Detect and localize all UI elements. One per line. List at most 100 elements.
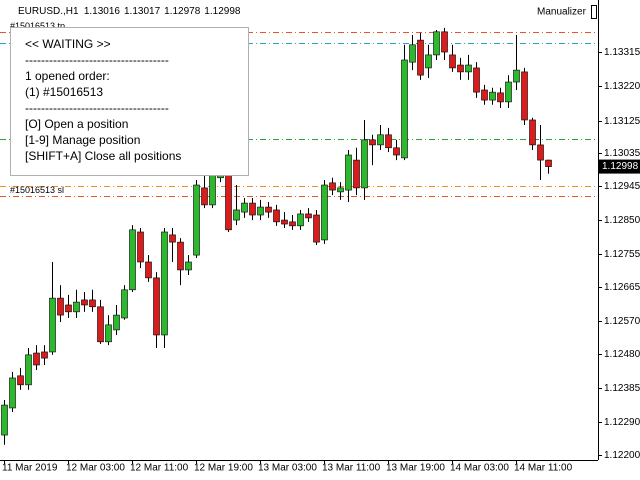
candle-body — [137, 231, 144, 263]
candle-body — [401, 59, 408, 159]
candle-body — [321, 184, 328, 241]
last-close: 1.12998 — [204, 6, 241, 17]
candle-body — [73, 301, 80, 313]
y-tick-label: 1.12570 — [604, 316, 640, 327]
candle-body — [97, 306, 104, 343]
candle-body — [185, 261, 192, 271]
candle-body — [113, 314, 120, 331]
candle-body — [89, 299, 96, 308]
candle-body — [425, 54, 432, 69]
candle-body — [153, 277, 160, 336]
candle-body — [353, 159, 360, 189]
x-tick-label: 14 Mar 11:00 — [514, 463, 573, 474]
y-tick-label: 1.12480 — [604, 349, 640, 360]
panel-line: ------------------------------------ — [25, 101, 169, 115]
candle-body — [369, 139, 376, 146]
panel-line: 1 opened order: — [25, 69, 110, 83]
plot-area: #15016513 tp #15016513 sl — [0, 21, 598, 445]
app-name: Manualizer — [537, 7, 587, 18]
y-tick-label: 1.12755 — [604, 249, 640, 260]
candle-body — [105, 324, 112, 343]
candle-body — [345, 154, 352, 191]
candle-body — [289, 221, 296, 227]
panel-line[interactable]: [SHIFT+A] Close all positions — [25, 149, 181, 163]
candle-body — [233, 209, 240, 221]
x-tick-label: 13 Mar 03:00 — [258, 463, 317, 474]
candle-body — [409, 44, 416, 63]
candle-body — [521, 71, 528, 121]
candle-body — [265, 206, 272, 213]
y-tick-label: 1.12850 — [604, 215, 640, 226]
candle-body — [81, 299, 88, 306]
candle-body — [393, 147, 400, 156]
panel-line[interactable]: [1-9] Manage position — [25, 133, 140, 147]
panel-line: << WAITING >> — [25, 37, 111, 51]
candle-body — [313, 214, 320, 243]
candle-body — [473, 67, 480, 93]
y-tick-label: 1.12200 — [604, 450, 640, 461]
candle-body — [497, 92, 504, 103]
y-tick-label: 1.13315 — [604, 47, 640, 58]
last-open: 1.13016 — [84, 6, 121, 17]
candle-body — [529, 119, 536, 146]
level-label: #15016513 sl — [10, 185, 64, 195]
chart-header: EURUSD.,H1 1.13016 1.13017 1.12978 1.12998 — [18, 6, 241, 17]
candle-body — [41, 351, 48, 359]
candle-body — [385, 134, 392, 149]
y-tick-label: 1.12945 — [604, 181, 640, 192]
candle-body — [377, 134, 384, 146]
panel-line[interactable]: [O] Open a position — [25, 117, 128, 131]
candle-body — [361, 139, 368, 189]
x-tick-label: 12 Mar 19:00 — [194, 463, 253, 474]
x-tick-label: 13 Mar 11:00 — [322, 463, 381, 474]
candle-body — [161, 231, 168, 336]
candle-body — [489, 91, 496, 101]
candle-body — [537, 144, 544, 161]
y-tick-label: 1.12290 — [604, 417, 640, 428]
candle-body — [281, 219, 288, 225]
symbol: EURUSD.,H1 — [18, 6, 79, 17]
y-tick-label: 1.13035 — [604, 148, 640, 159]
panel: << WAITING >> --------------------------… — [10, 27, 249, 176]
candle-body — [449, 54, 456, 69]
x-tick-label: 11 Mar 2019 — [2, 463, 58, 474]
x-tick-label: 14 Mar 03:00 — [450, 463, 509, 474]
candle-body — [17, 375, 24, 386]
candle-body — [65, 304, 72, 313]
candle-body — [57, 297, 64, 316]
candle-body — [209, 174, 216, 206]
candle-body — [273, 209, 280, 223]
x-tick-label: 13 Mar 19:00 — [386, 463, 445, 474]
candle-body — [305, 213, 312, 219]
y-tick-label: 1.12385 — [604, 383, 640, 394]
candle-body — [545, 159, 552, 167]
candle-body — [33, 352, 40, 366]
candle-body — [457, 64, 464, 73]
candle-body — [417, 39, 424, 76]
candle-body — [177, 241, 184, 271]
candle-body — [465, 64, 472, 73]
candle-body — [169, 234, 176, 243]
last-low: 1.12978 — [164, 6, 201, 17]
last-high: 1.13017 — [124, 6, 161, 17]
candle-body — [513, 69, 520, 83]
x-tick-label: 12 Mar 11:00 — [130, 463, 189, 474]
panel-box — [10, 27, 249, 176]
candle-body — [241, 202, 248, 213]
candle-body — [481, 89, 488, 101]
x-tick-label: 12 Mar 03:00 — [66, 463, 125, 474]
candle-body — [249, 202, 256, 216]
candle-body — [297, 213, 304, 227]
candle-body — [201, 187, 208, 206]
candle-body — [433, 31, 440, 56]
panel-line: (1) #15016513 — [25, 85, 103, 99]
y-tick-label: 1.13125 — [604, 116, 640, 127]
candle-body — [9, 377, 16, 409]
candle-body — [25, 354, 32, 386]
candle-body — [129, 229, 136, 291]
candle-body — [337, 187, 344, 193]
app-icon[interactable] — [591, 5, 597, 19]
price-box — [599, 159, 640, 174]
